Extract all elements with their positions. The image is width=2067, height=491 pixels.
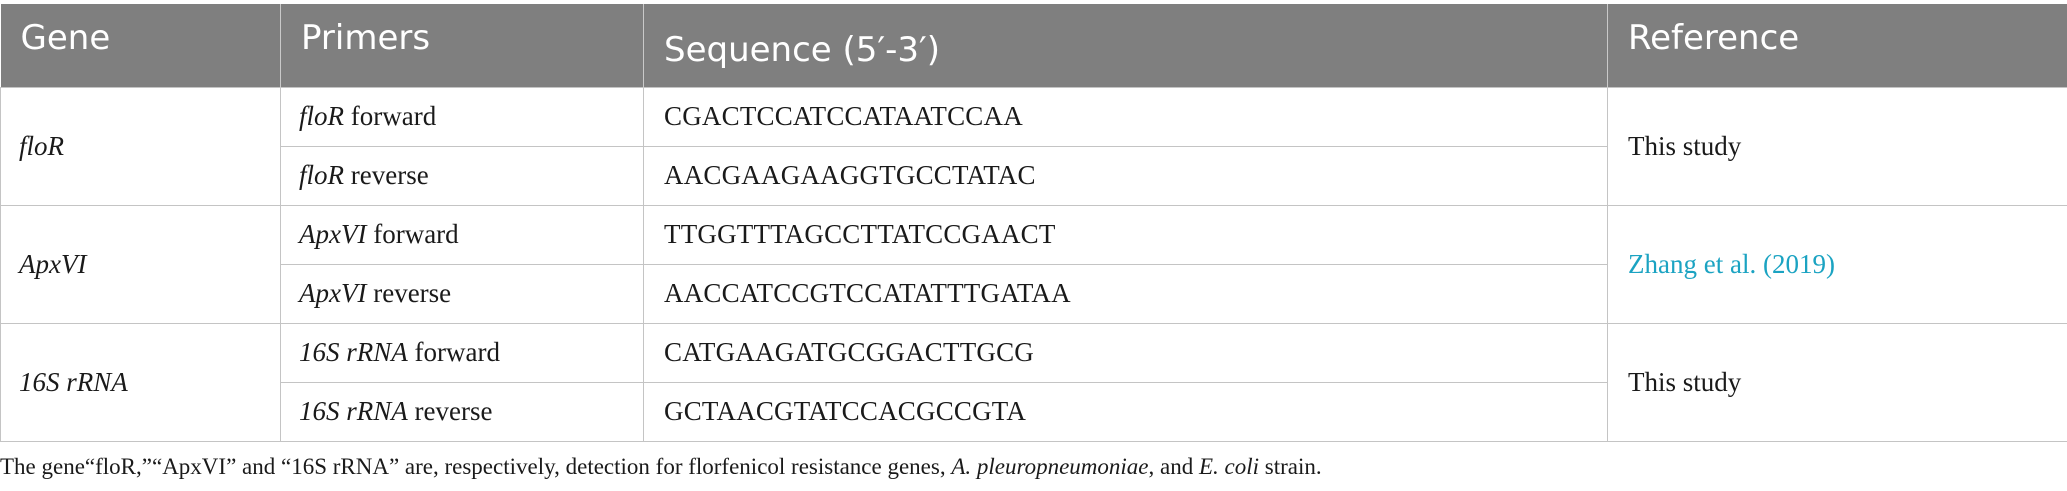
primer-direction: forward [344,101,437,131]
reference-cell: This study [1607,322,2067,442]
primer-direction: reverse [344,160,429,190]
sequence-cell: CATGAAGATGCGGACTTGCG [643,322,1608,383]
primer-direction: forward [366,219,459,249]
primer-gene: 16S rRNA [299,396,408,426]
footnote-text: The gene“floR,”“ApxVI” and “16S rRNA” ar… [0,454,952,479]
table-row: ApxVI ApxVI forward TTGGTTTAGCCTTATCCGAA… [0,204,2067,324]
primer-gene: floR [299,160,344,190]
gene-cell: 16S rRNA [0,322,281,442]
table-row: floR floR forward CGACTCCATCCATAATCCAA T… [0,86,2067,206]
primer-cell: 16S rRNA reverse [280,381,644,442]
table-footnote: The gene“floR,”“ApxVI” and “16S rRNA” ar… [0,454,1322,480]
sequence-cell: GCTAACGTATCCACGCCGTA [643,381,1608,442]
sequence-cell: CGACTCCATCCATAATCCAA [643,86,1608,147]
reference-cell: This study [1607,86,2067,206]
reference-link[interactable]: Zhang et al. (2019) [1607,204,2067,324]
primer-cell: ApxVI reverse [280,263,644,324]
primer-cell: ApxVI forward [280,204,644,265]
primer-direction: reverse [366,278,452,308]
header-sequence: Sequence (5′-3′) [643,4,1608,87]
header-gene: Gene [0,4,281,87]
primer-gene: 16S rRNA [299,337,408,367]
gene-cell: floR [0,86,281,206]
sequence-cell: AACCATCCGTCCATATTTGATAA [643,263,1608,324]
table-header-row: Gene Primers Sequence (5′-3′) Reference [0,4,2067,87]
primer-table: Gene Primers Sequence (5′-3′) Reference … [0,4,2067,442]
table-row: 16S rRNA 16S rRNA forward CATGAAGATGCGGA… [0,322,2067,442]
header-primers: Primers [280,4,644,87]
table-row: 16S rRNA reverse GCTAACGTATCCACGCCGTA [1,381,2067,442]
primer-direction: forward [407,337,500,367]
sequence-cell: AACGAAGAAGGTGCCTATAC [643,145,1608,206]
header-reference: Reference [1607,4,2067,87]
footnote-species: E. coli [1198,454,1260,479]
footnote-species: A. pleuropneumoniae [951,454,1149,479]
primer-gene: ApxVI [299,278,367,308]
primer-direction: reverse [407,396,493,426]
footnote-text: strain. [1259,454,1322,479]
primer-gene: floR [299,101,344,131]
gene-cell: ApxVI [0,204,281,324]
footnote-text: , and [1148,454,1199,479]
sequence-cell: TTGGTTTAGCCTTATCCGAACT [643,204,1608,265]
primer-cell: 16S rRNA forward [280,322,644,383]
primer-cell: floR forward [280,86,644,147]
primer-cell: floR reverse [280,145,644,206]
primer-gene: ApxVI [299,219,367,249]
